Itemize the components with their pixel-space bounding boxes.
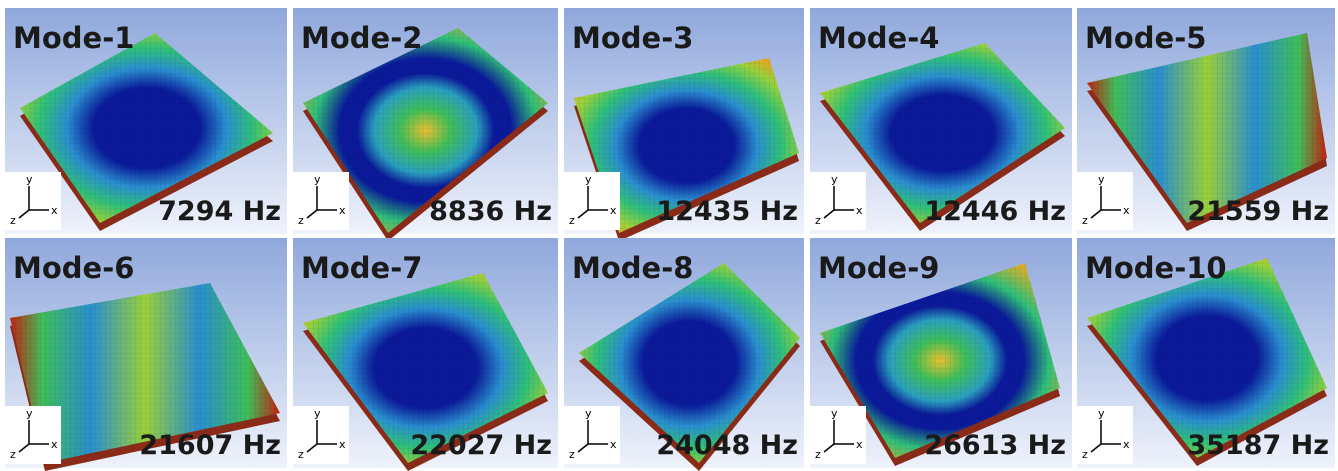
mode-panel: Mode-5 21559 Hz y x z: [1077, 8, 1335, 234]
triad-z: z: [10, 448, 16, 461]
triad-x: x: [339, 438, 346, 451]
axis-triad: y x z: [564, 406, 620, 464]
mode-label: Mode-7: [301, 251, 422, 285]
mode-label: Mode-5: [1085, 21, 1206, 55]
mode-frequency: 26613 Hz: [924, 430, 1066, 461]
triad-y: y: [1098, 173, 1105, 186]
triad-y: y: [26, 407, 33, 420]
triad-x: x: [1123, 204, 1130, 217]
mode-frequency: 12446 Hz: [924, 196, 1066, 227]
axis-triad: y x z: [5, 172, 61, 230]
triad-x: x: [610, 438, 617, 451]
mode-frequency: 35187 Hz: [1187, 430, 1329, 461]
triad-z: z: [815, 214, 821, 227]
mode-panel: Mode-2 8836 Hz y x z: [293, 8, 558, 241]
triad-x: x: [51, 204, 58, 217]
page: Mode-1 7294 Hz y x z Mode-2 8836 Hz y x z Mode-3 12…: [0, 0, 1338, 471]
mode-label: Mode-8: [572, 251, 693, 285]
mode-label: Mode-4: [818, 21, 939, 55]
axis-triad: y x z: [5, 406, 61, 464]
axis-triad: y x z: [810, 172, 866, 230]
triad-y: y: [314, 173, 321, 186]
mode-label: Mode-10: [1085, 251, 1227, 285]
mode-label: Mode-9: [818, 251, 939, 285]
triad-y: y: [314, 407, 321, 420]
triad-y: y: [585, 173, 592, 186]
mode-label: Mode-2: [301, 21, 422, 55]
triad-y: y: [831, 407, 838, 420]
mode-panel: Mode-3 12435 Hz y x z: [564, 8, 804, 241]
triad-x: x: [610, 204, 617, 217]
triad-z: z: [1082, 448, 1088, 461]
axis-triad: y x z: [293, 406, 349, 464]
axis-triad: y x z: [1077, 406, 1133, 464]
triad-x: x: [51, 438, 58, 451]
mode-panel: Mode-7 22027 Hz y x z: [293, 238, 558, 471]
triad-z: z: [298, 214, 304, 227]
mode-panel: Mode-4 12446 Hz y x z: [810, 8, 1072, 234]
mode-panel: Mode-1 7294 Hz y x z: [5, 8, 287, 234]
mode-frequency: 24048 Hz: [656, 430, 798, 461]
mode-frequency: 8836 Hz: [429, 196, 552, 227]
mode-panel: Mode-9 26613 Hz y x z: [810, 238, 1072, 468]
mode-frequency: 21607 Hz: [139, 430, 281, 461]
mode-label: Mode-1: [13, 21, 134, 55]
triad-z: z: [569, 448, 575, 461]
triad-y: y: [585, 407, 592, 420]
triad-z: z: [298, 448, 304, 461]
axis-triad: y x z: [810, 406, 866, 464]
triad-x: x: [856, 438, 863, 451]
triad-z: z: [815, 448, 821, 461]
triad-z: z: [10, 214, 16, 227]
mode-frequency: 12435 Hz: [656, 196, 798, 227]
axis-triad: y x z: [1077, 172, 1133, 230]
mode-panel: Mode-8 24048 Hz y x z: [564, 238, 804, 471]
triad-y: y: [1098, 407, 1105, 420]
axis-triad: y x z: [293, 172, 349, 230]
mode-panel: Mode-6 21607 Hz y x z: [5, 238, 287, 471]
triad-z: z: [1082, 214, 1088, 227]
mode-label: Mode-6: [13, 251, 134, 285]
triad-x: x: [856, 204, 863, 217]
triad-y: y: [831, 173, 838, 186]
mode-frequency: 7294 Hz: [158, 196, 281, 227]
mode-frequency: 21559 Hz: [1187, 196, 1329, 227]
figure: Mode-1 7294 Hz y x z Mode-2 8836 Hz y x z Mode-3 12…: [0, 0, 1338, 471]
mode-frequency: 22027 Hz: [410, 430, 552, 461]
triad-z: z: [569, 214, 575, 227]
axis-triad: y x z: [564, 172, 620, 230]
triad-x: x: [1123, 438, 1130, 451]
mode-panel: Mode-10 35187 Hz y x z: [1077, 238, 1335, 468]
mode-label: Mode-3: [572, 21, 693, 55]
triad-y: y: [26, 173, 33, 186]
triad-x: x: [339, 204, 346, 217]
